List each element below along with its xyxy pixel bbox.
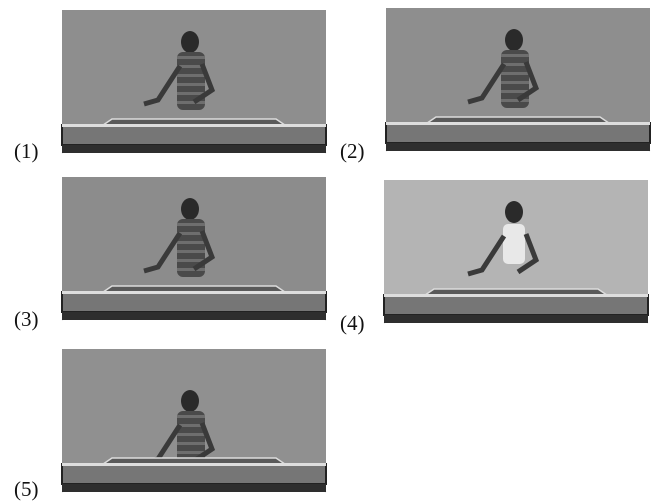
shirt-stripe [501, 54, 529, 57]
net [62, 464, 326, 484]
shirt-stripe [177, 433, 205, 436]
panel-label: (4) [340, 311, 365, 335]
shirt-stripe [501, 81, 529, 84]
shirt-stripe [177, 74, 205, 77]
player-shirt [503, 224, 525, 264]
panel-label: (5) [14, 477, 39, 501]
photo [384, 180, 648, 323]
net [384, 295, 648, 315]
panel-label: (2) [340, 139, 365, 163]
shirt-stripe [177, 250, 205, 253]
player-head [505, 29, 523, 51]
net-top [62, 291, 326, 294]
player-head [505, 201, 523, 223]
shirt-stripe [177, 101, 205, 104]
shirt-stripe [177, 241, 205, 244]
shirt-stripe [177, 415, 205, 418]
table-front [62, 145, 326, 153]
shirt-stripe [501, 99, 529, 102]
figure: (1) (2) (3) (4) (5) [0, 0, 652, 502]
player-head [181, 31, 199, 53]
net-top [62, 124, 326, 127]
table-front [386, 143, 650, 151]
shirt-stripe [177, 268, 205, 271]
photo [386, 8, 650, 151]
photo [62, 10, 326, 153]
net-top [386, 122, 650, 125]
net [62, 125, 326, 145]
table-front [384, 315, 648, 323]
player-head [181, 390, 199, 412]
panel-label: (1) [14, 139, 39, 163]
shirt-stripe [501, 72, 529, 75]
table-front [62, 484, 326, 492]
photo [62, 349, 326, 492]
net-top [62, 463, 326, 466]
net [386, 123, 650, 143]
photo [62, 177, 326, 320]
shirt-stripe [177, 442, 205, 445]
player-head [181, 198, 199, 220]
table-front [62, 312, 326, 320]
shirt-stripe [177, 223, 205, 226]
shirt-stripe [177, 83, 205, 86]
net [62, 292, 326, 312]
net-top [384, 294, 648, 297]
shirt-stripe [177, 56, 205, 59]
panel-label: (3) [14, 307, 39, 331]
